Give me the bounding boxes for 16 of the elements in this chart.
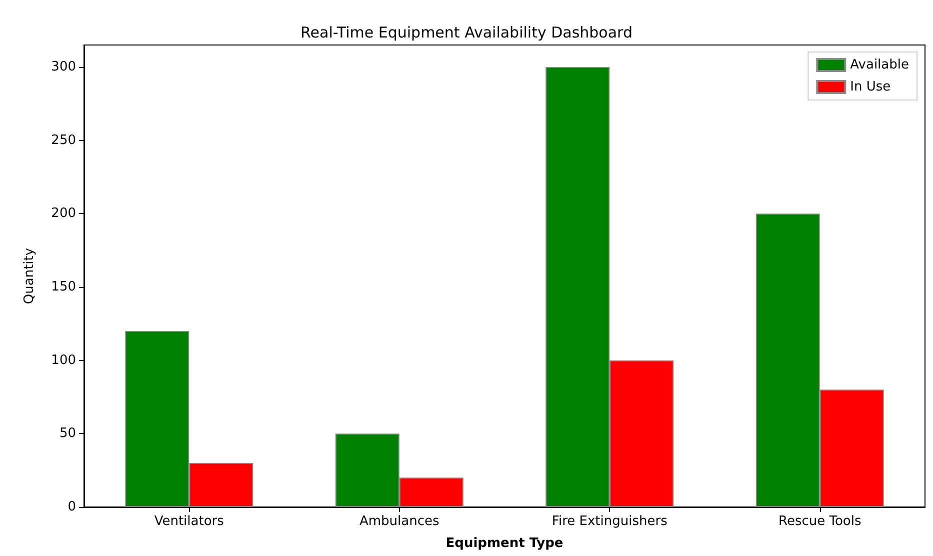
y-tick-label: 50 xyxy=(59,426,76,442)
x-tick-label: Fire Extinguishers xyxy=(552,514,668,529)
y-tick-label: 250 xyxy=(51,132,76,148)
x-axis-title: Equipment Type xyxy=(446,536,564,551)
y-tick-label: 300 xyxy=(51,60,76,74)
legend-label: Available xyxy=(850,58,909,72)
x-tick-label: Ambulances xyxy=(359,514,440,529)
x-tick-label: Ventilators xyxy=(154,514,224,529)
x-tick-label: Rescue Tools xyxy=(778,514,862,529)
y-tick-label: 200 xyxy=(51,206,76,222)
y-tick-label: 100 xyxy=(51,352,76,368)
y-tick-label: 0 xyxy=(68,500,76,514)
y-axis-title: Quantity xyxy=(22,248,37,304)
y-tick-label: 150 xyxy=(51,280,76,294)
legend-label: In Use xyxy=(850,80,891,94)
chart-title: Real-Time Equipment Availability Dashboard xyxy=(300,24,632,42)
